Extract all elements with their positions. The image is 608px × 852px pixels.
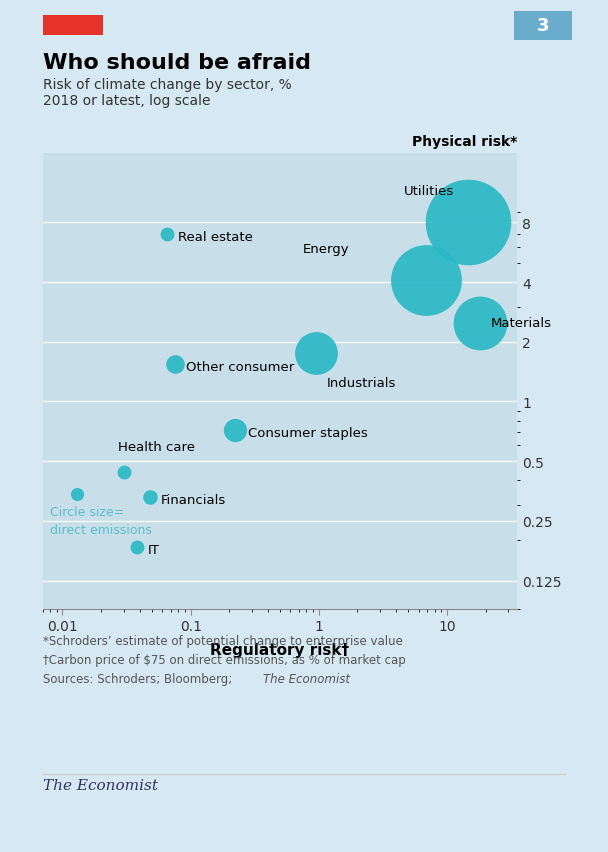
Text: Other consumer: Other consumer [185,360,294,373]
X-axis label: Regulatory risk†: Regulatory risk† [210,642,349,657]
Text: 2018 or latest, log scale: 2018 or latest, log scale [43,94,210,107]
Text: Real estate: Real estate [178,231,253,244]
Text: Financials: Financials [161,493,226,507]
Text: Utilities: Utilities [404,185,454,199]
Point [132,540,142,554]
Point [475,316,485,330]
Point [170,358,179,371]
Text: Materials: Materials [491,317,552,330]
Point [311,347,321,360]
Text: Physical risk*: Physical risk* [412,135,517,149]
Point [145,491,154,504]
Point [162,227,171,241]
Text: Risk of climate change by sector, %: Risk of climate change by sector, % [43,78,291,92]
Text: Who should be afraid: Who should be afraid [43,53,311,72]
Point [72,488,82,502]
Text: The Economist: The Economist [263,672,350,685]
Text: Sources: Schroders; Bloomberg;: Sources: Schroders; Bloomberg; [43,672,235,685]
Point [463,216,472,230]
Point [119,466,128,480]
Text: Energy: Energy [303,243,349,256]
Text: Consumer staples: Consumer staples [249,427,368,440]
Text: The Economist: The Economist [43,778,157,792]
Text: Health care: Health care [118,440,195,453]
Text: 3: 3 [536,17,549,36]
Text: †Carbon price of $75 on direct emissions, as % of market cap: †Carbon price of $75 on direct emissions… [43,653,406,666]
Point [421,273,430,287]
Text: IT: IT [148,544,160,556]
Point [230,423,240,437]
Text: *Schroders’ estimate of potential change to enterprise value: *Schroders’ estimate of potential change… [43,635,402,648]
Text: Circle size=
direct emissions: Circle size= direct emissions [50,505,152,537]
Text: Industrials: Industrials [327,376,396,389]
